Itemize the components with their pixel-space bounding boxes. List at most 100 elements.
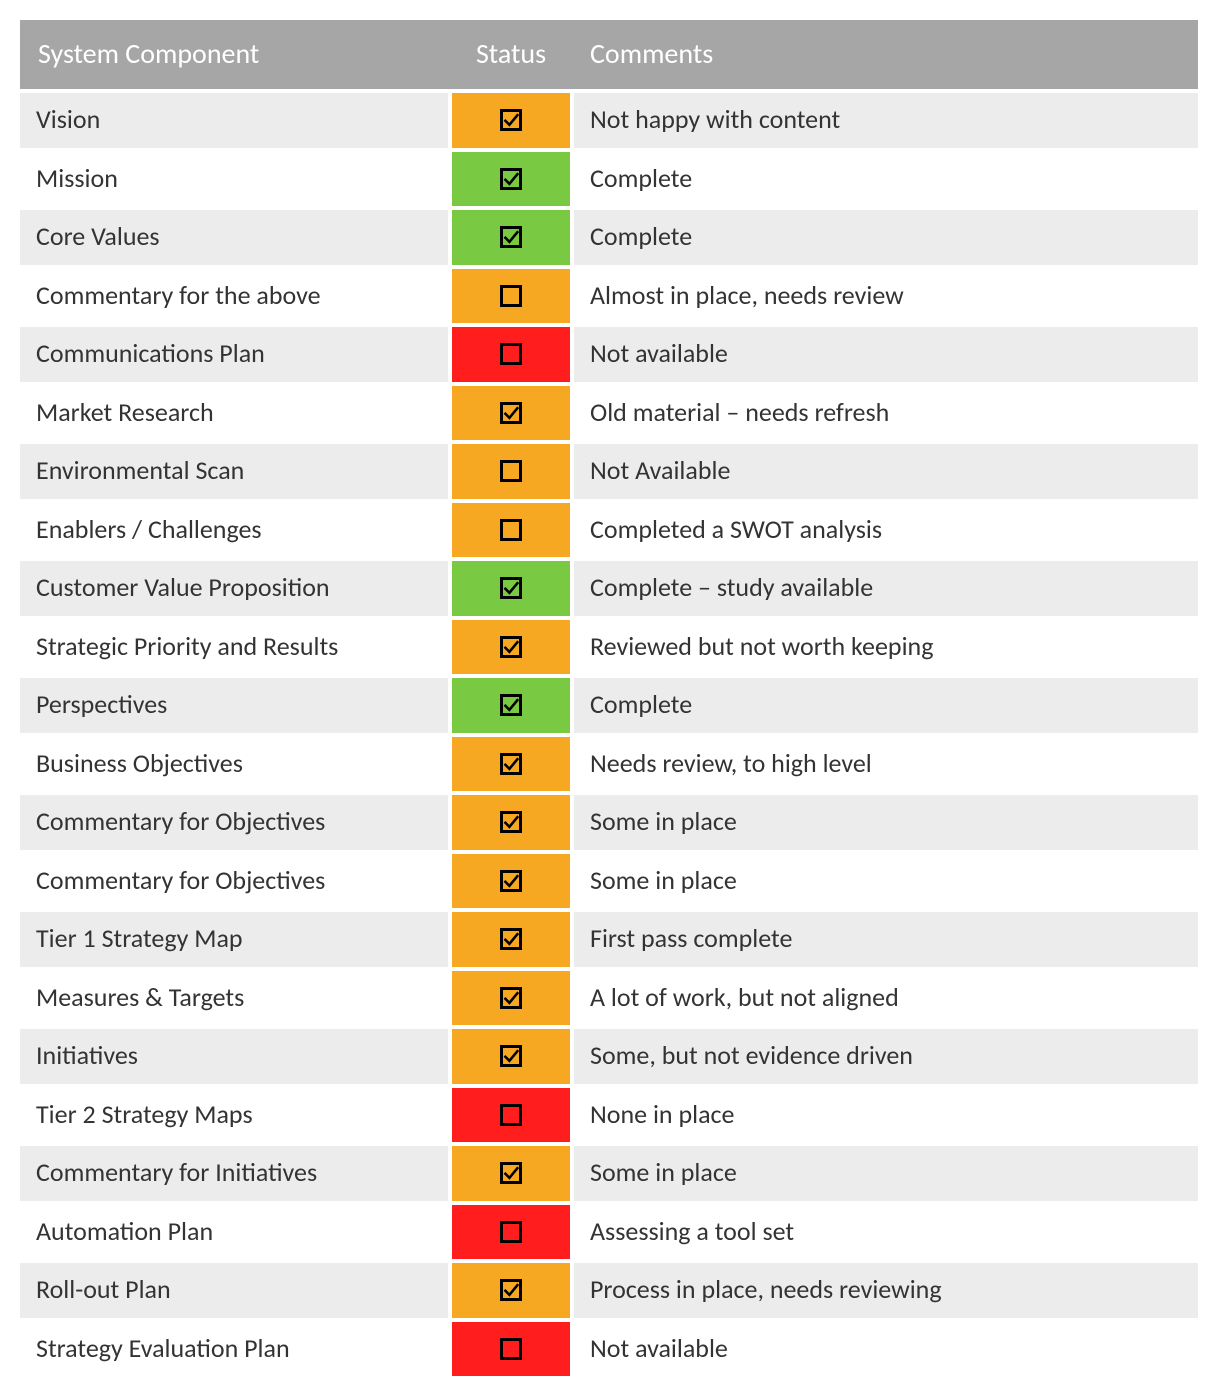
checkbox-checked-icon xyxy=(500,226,522,248)
cell-component: Commentary for Objectives xyxy=(20,852,450,911)
checkbox-checked-icon xyxy=(500,1045,522,1067)
table-row: Tier 2 Strategy MapsNone in place xyxy=(20,1086,1198,1145)
cell-status xyxy=(450,501,572,560)
table-row: MissionComplete xyxy=(20,150,1198,209)
checkbox-empty-icon xyxy=(500,519,522,541)
cell-status xyxy=(450,325,572,384)
cell-status xyxy=(450,559,572,618)
checkbox-checked-icon xyxy=(500,109,522,131)
table-row: Perspectives Complete xyxy=(20,676,1198,735)
table-row: Commentary for ObjectivesSome in place xyxy=(20,793,1198,852)
checkbox-checked-icon xyxy=(500,987,522,1009)
checkbox-checked-icon xyxy=(500,1162,522,1184)
table-row: Roll-out Plan Process in place, needs rev… xyxy=(20,1261,1198,1320)
cell-comments: Process in place, needs reviewing xyxy=(572,1261,1198,1320)
cell-comments: Complete – study available xyxy=(572,559,1198,618)
cell-status xyxy=(450,208,572,267)
checkbox-empty-icon xyxy=(500,460,522,482)
cell-status xyxy=(450,676,572,735)
cell-component: Enablers / Challenges xyxy=(20,501,450,560)
table-row: Strategy Evaluation Plan Not available xyxy=(20,1320,1198,1377)
cell-status xyxy=(450,442,572,501)
cell-status xyxy=(450,735,572,794)
cell-component: Commentary for the above xyxy=(20,267,450,326)
cell-comments: First pass complete xyxy=(572,910,1198,969)
cell-component: Mission xyxy=(20,150,450,209)
cell-status xyxy=(450,384,572,443)
cell-component: Perspectives xyxy=(20,676,450,735)
table-row: Tier 1 Strategy Map First pass complete xyxy=(20,910,1198,969)
cell-component: Market Research xyxy=(20,384,450,443)
cell-status xyxy=(450,793,572,852)
table-row: Commentary for the above Almost in place,… xyxy=(20,267,1198,326)
cell-component: Strategy Evaluation Plan xyxy=(20,1320,450,1377)
table-row: Strategic Priority and ResultsReviewed b… xyxy=(20,618,1198,677)
cell-status xyxy=(450,267,572,326)
cell-comments: Not available xyxy=(572,1320,1198,1377)
col-header-component: System Component xyxy=(20,20,450,91)
table-row: Environmental Scan Not Available xyxy=(20,442,1198,501)
checkbox-checked-icon xyxy=(500,1279,522,1301)
cell-comments: Some in place xyxy=(572,793,1198,852)
cell-comments: Some, but not evidence driven xyxy=(572,1027,1198,1086)
cell-component: Roll-out Plan xyxy=(20,1261,450,1320)
cell-comments: None in place xyxy=(572,1086,1198,1145)
cell-comments: A lot of work, but not aligned xyxy=(572,969,1198,1028)
checkbox-checked-icon xyxy=(500,402,522,424)
table-row: Commentary for Initiatives Some in place xyxy=(20,1144,1198,1203)
checkbox-empty-icon xyxy=(500,1104,522,1126)
checkbox-checked-icon xyxy=(500,694,522,716)
table-row: Core Values Complete xyxy=(20,208,1198,267)
table-row: Customer Value Proposition Complete – stu… xyxy=(20,559,1198,618)
table-header-row: System Component Status Comments xyxy=(20,20,1198,91)
col-header-status: Status xyxy=(450,20,572,91)
cell-component: Tier 1 Strategy Map xyxy=(20,910,450,969)
cell-status xyxy=(450,1027,572,1086)
cell-component: Commentary for Initiatives xyxy=(20,1144,450,1203)
cell-status xyxy=(450,91,572,150)
checkbox-empty-icon xyxy=(500,1221,522,1243)
cell-component: Vision xyxy=(20,91,450,150)
cell-comments: Not happy with content xyxy=(572,91,1198,150)
table-row: Vision Not happy with content xyxy=(20,91,1198,150)
cell-comments: Some in place xyxy=(572,1144,1198,1203)
checkbox-empty-icon xyxy=(500,1338,522,1360)
col-header-comments: Comments xyxy=(572,20,1198,91)
cell-status xyxy=(450,1261,572,1320)
cell-component: Business Objectives xyxy=(20,735,450,794)
status-table: System Component Status Comments Vision N… xyxy=(20,20,1198,1376)
checkbox-empty-icon xyxy=(500,285,522,307)
table-row: Business Objectives Needs review, to high… xyxy=(20,735,1198,794)
cell-status xyxy=(450,150,572,209)
checkbox-checked-icon xyxy=(500,168,522,190)
checkbox-checked-icon xyxy=(500,870,522,892)
cell-status xyxy=(450,852,572,911)
cell-component: Customer Value Proposition xyxy=(20,559,450,618)
cell-status xyxy=(450,910,572,969)
cell-component: Environmental Scan xyxy=(20,442,450,501)
table-row: Automation PlanAssessing a tool set xyxy=(20,1203,1198,1262)
cell-comments: Needs review, to high level xyxy=(572,735,1198,794)
checkbox-checked-icon xyxy=(500,811,522,833)
cell-status xyxy=(450,1203,572,1262)
checkbox-checked-icon xyxy=(500,928,522,950)
table-row: Enablers / Challenges Completed a SWOT an… xyxy=(20,501,1198,560)
cell-comments: Old material – needs refresh xyxy=(572,384,1198,443)
cell-status xyxy=(450,1144,572,1203)
cell-component: Initiatives xyxy=(20,1027,450,1086)
cell-comments: Completed a SWOT analysis xyxy=(572,501,1198,560)
table-row: Communications PlanNot available xyxy=(20,325,1198,384)
cell-comments: Almost in place, needs review xyxy=(572,267,1198,326)
cell-comments: Assessing a tool set xyxy=(572,1203,1198,1262)
cell-component: Core Values xyxy=(20,208,450,267)
table-row: Initiatives Some, but not evidence driven xyxy=(20,1027,1198,1086)
cell-comments: Complete xyxy=(572,676,1198,735)
cell-comments: Some in place xyxy=(572,852,1198,911)
table-row: Market Research Old material – needs refr… xyxy=(20,384,1198,443)
checkbox-checked-icon xyxy=(500,636,522,658)
cell-comments: Not available xyxy=(572,325,1198,384)
cell-comments: Complete xyxy=(572,208,1198,267)
cell-status xyxy=(450,1320,572,1377)
cell-status xyxy=(450,618,572,677)
cell-comments: Not Available xyxy=(572,442,1198,501)
